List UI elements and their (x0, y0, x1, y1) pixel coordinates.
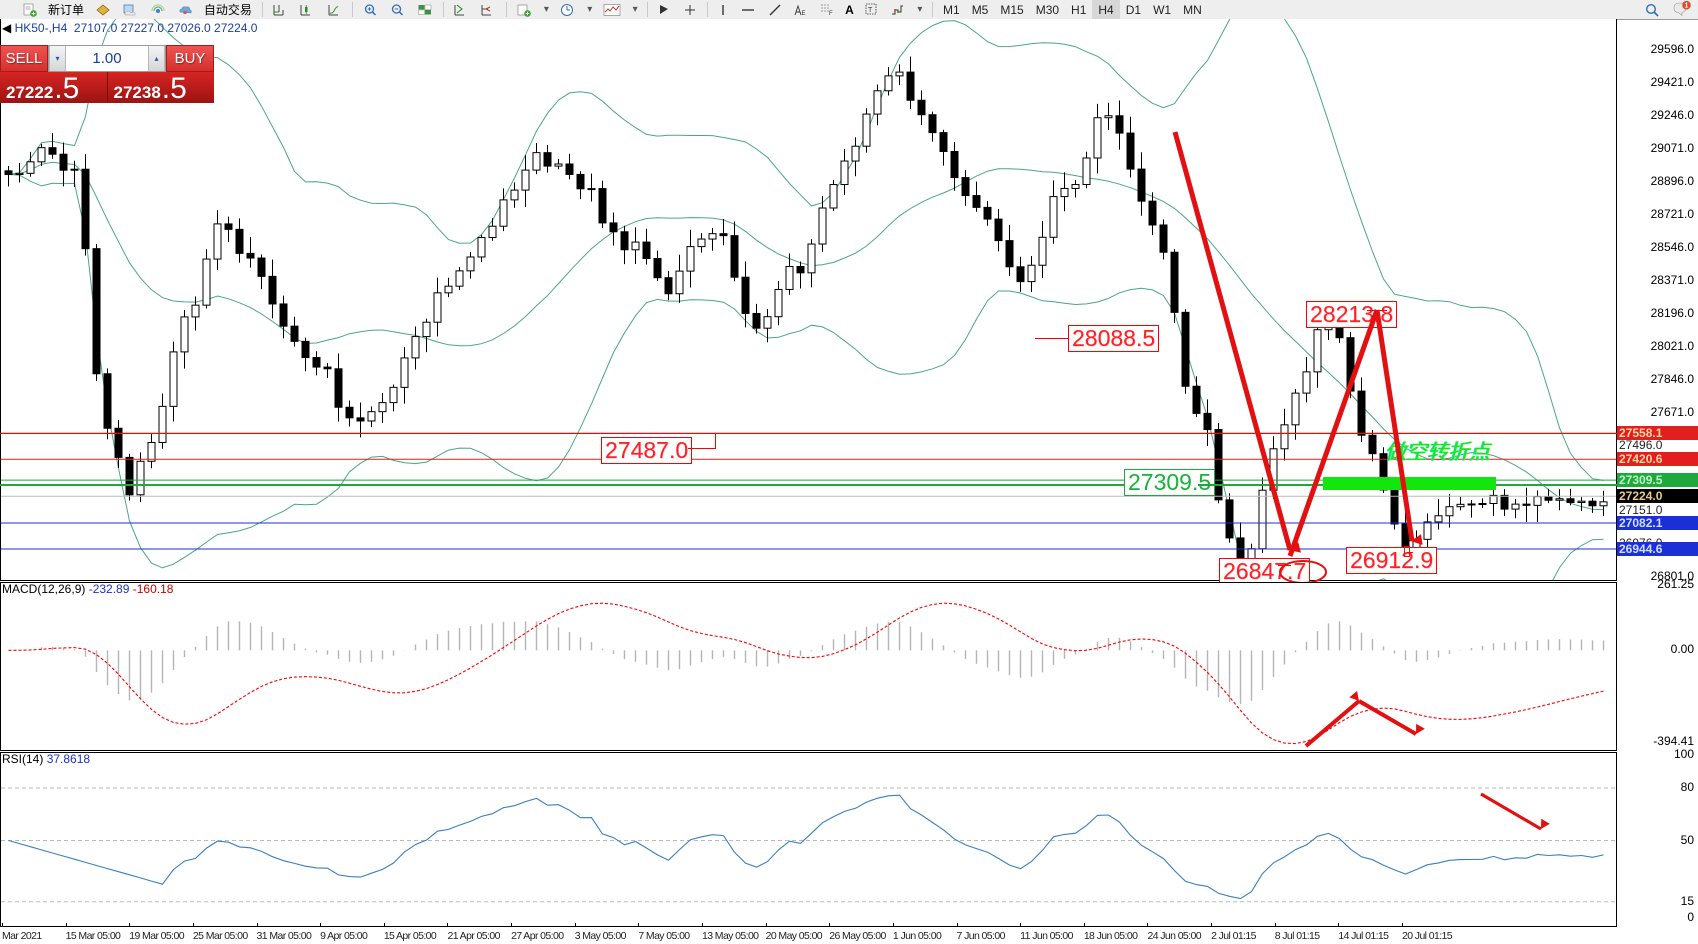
svg-text:1: 1 (1685, 3, 1689, 10)
svg-text:E: E (801, 11, 805, 17)
svg-text:F: F (829, 11, 833, 17)
svg-text:T: T (868, 7, 873, 14)
